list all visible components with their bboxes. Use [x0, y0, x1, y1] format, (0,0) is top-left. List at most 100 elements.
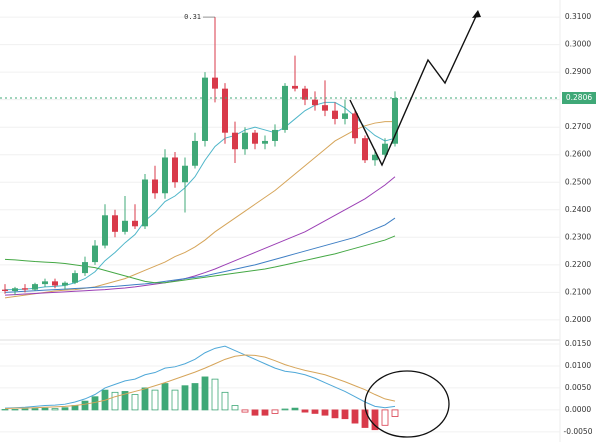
- histogram-bar: [231, 405, 239, 411]
- candle-body: [112, 215, 118, 232]
- moving-average: [4, 176, 396, 296]
- drawn-arrow: [349, 11, 479, 167]
- candle-body: [22, 288, 28, 290]
- y-tick-label: 0.2900: [565, 67, 591, 76]
- candle-body: [382, 143, 388, 155]
- histogram-bar: [41, 407, 49, 411]
- histogram-bar: [81, 400, 89, 411]
- histogram-bar: [301, 409, 309, 413]
- histogram-bar: [191, 383, 199, 411]
- histogram-bar: [261, 409, 269, 416]
- candle-body: [322, 105, 328, 111]
- histogram-bar: [151, 389, 159, 411]
- last-price-tag: [562, 92, 596, 105]
- candle-body: [52, 281, 58, 286]
- candle-body: [72, 273, 78, 283]
- candle-body: [192, 140, 198, 166]
- histogram-bar: [251, 409, 259, 416]
- y-tick-label: 0.2400: [565, 205, 591, 214]
- candle-body: [342, 113, 348, 119]
- histogram-bar: [361, 409, 369, 428]
- candle-body: [12, 288, 18, 291]
- candle-body: [272, 129, 278, 141]
- histogram-bar: [1, 409, 9, 411]
- histogram-bar: [291, 407, 299, 411]
- candle-body: [132, 220, 138, 227]
- candle-body: [312, 99, 318, 106]
- histogram-bar: [171, 389, 179, 411]
- histogram-bar: [201, 376, 209, 411]
- histogram-bar: [331, 409, 339, 419]
- histogram-bar: [21, 408, 29, 411]
- histogram-bar: [121, 391, 129, 411]
- candle-body: [212, 77, 218, 89]
- candle-body: [82, 262, 88, 274]
- candle-body: [172, 157, 178, 183]
- candle-body: [302, 88, 308, 100]
- candle-body: [62, 282, 68, 286]
- histogram-bar: [11, 409, 19, 411]
- y-tick-label: 0.2200: [565, 260, 591, 269]
- candle-body: [182, 165, 188, 183]
- candle-body: [2, 289, 8, 291]
- peak-label: 0.31: [184, 13, 201, 21]
- moving-average: [4, 235, 396, 284]
- histogram-bar: [31, 408, 39, 411]
- histogram-bar: [131, 394, 139, 411]
- histogram-bar: [281, 408, 289, 411]
- y-tick-label: 0.2500: [565, 177, 591, 186]
- candle-body: [92, 245, 98, 263]
- candle-body: [102, 215, 108, 246]
- moving-average: [4, 121, 395, 299]
- histogram-bar: [381, 409, 389, 426]
- histogram-bar: [271, 409, 279, 414]
- y-tick-label: 0.0100: [565, 361, 591, 370]
- histogram-bar: [211, 378, 219, 411]
- y-tick-label: 0.3100: [565, 12, 591, 21]
- candle-body: [372, 154, 378, 161]
- candle-body: [352, 113, 358, 139]
- y-tick-label: 0.0050: [565, 383, 591, 392]
- signal-line: [4, 354, 396, 410]
- histogram-bar: [141, 387, 149, 411]
- arrow-head: [472, 10, 481, 18]
- candle-body: [362, 138, 368, 161]
- candle-body: [152, 179, 158, 194]
- y-tick-label: -0.0050: [564, 427, 593, 436]
- histogram-bar: [311, 409, 319, 414]
- histogram-bar: [351, 409, 359, 424]
- y-tick-label: 0.0000: [565, 405, 591, 414]
- layer: [0, 0, 561, 442]
- histogram-bar: [181, 385, 189, 411]
- histogram-bar: [91, 396, 99, 411]
- candle-body: [42, 281, 48, 285]
- candle-body: [252, 132, 258, 144]
- histogram-bar: [221, 391, 229, 411]
- candle-body: [232, 132, 238, 150]
- histogram-bar: [51, 408, 59, 411]
- y-tick-label: 0.2600: [565, 150, 591, 159]
- candle-body: [32, 284, 38, 290]
- candle-body: [262, 140, 268, 144]
- last-price-label: 0.2806: [566, 93, 592, 102]
- y-tick-label: 0.3000: [565, 40, 591, 49]
- y-tick-label: 0.2700: [565, 122, 591, 131]
- y-tick-label: 0.2100: [565, 287, 591, 296]
- histogram-bar: [241, 409, 249, 413]
- histogram-bar: [111, 391, 119, 411]
- drawn-circle: [364, 370, 450, 438]
- histogram-bar: [341, 409, 349, 420]
- macd-line: [4, 345, 396, 409]
- candle-body: [292, 85, 298, 89]
- candle-body: [332, 110, 338, 119]
- y-tick-label: 0.0150: [565, 339, 591, 348]
- histogram-bar: [321, 409, 329, 416]
- y-tick-label: 0.2300: [565, 232, 591, 241]
- histogram-bar: [391, 409, 399, 417]
- moving-average: [5, 101, 396, 291]
- histogram-bar: [61, 407, 69, 411]
- candle-body: [122, 220, 128, 232]
- candle-body: [242, 132, 248, 150]
- candle-body: [142, 179, 148, 227]
